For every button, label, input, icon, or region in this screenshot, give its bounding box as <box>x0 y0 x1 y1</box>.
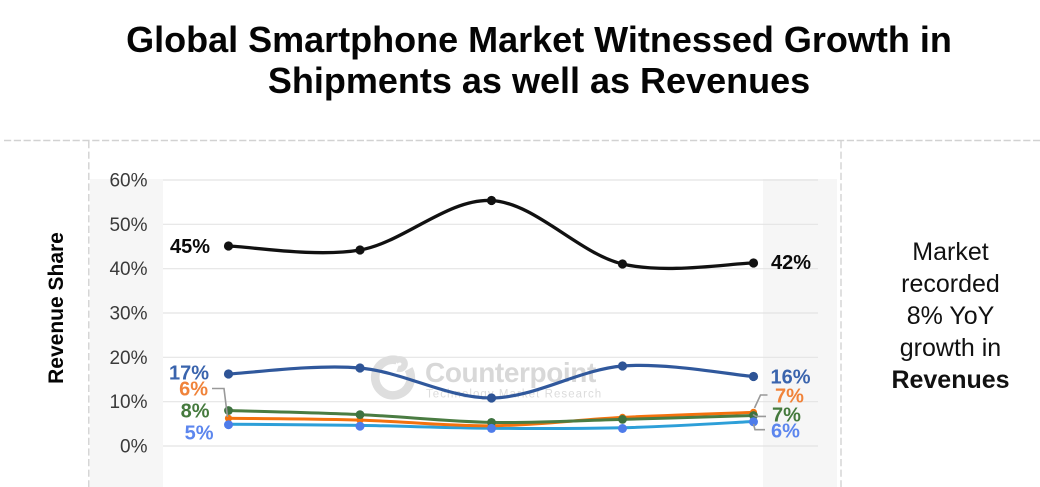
svg-text:8%: 8% <box>181 401 210 423</box>
svg-text:17%: 17% <box>169 363 209 385</box>
svg-text:16%: 16% <box>771 366 811 388</box>
svg-text:6%: 6% <box>771 421 800 443</box>
svg-text:10%: 10% <box>109 392 147 413</box>
svg-text:7%: 7% <box>772 405 801 427</box>
svg-text:60%: 60% <box>109 171 147 192</box>
svg-text:5%: 5% <box>185 423 214 445</box>
svg-text:45%: 45% <box>170 236 210 258</box>
svg-text:6%: 6% <box>179 379 208 401</box>
svg-text:Revenue Share: Revenue Share <box>45 232 68 384</box>
svg-text:30%: 30% <box>109 304 147 325</box>
svg-text:20%: 20% <box>109 348 147 369</box>
svg-text:7%: 7% <box>775 386 804 408</box>
svg-text:42%: 42% <box>771 252 811 274</box>
svg-text:50%: 50% <box>109 215 147 236</box>
svg-text:Counterpoint: Counterpoint <box>425 357 596 388</box>
svg-text:40%: 40% <box>109 259 147 280</box>
svg-text:0%: 0% <box>120 437 148 458</box>
